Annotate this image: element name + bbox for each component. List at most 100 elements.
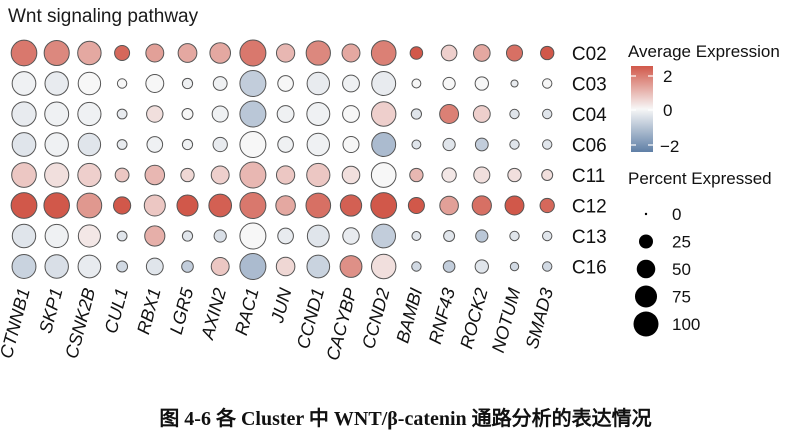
dot-rnf43-c16	[442, 260, 456, 273]
dot-bambi-c13	[411, 231, 422, 241]
dot-cul1-c02	[114, 45, 131, 61]
dot-smad3-c04	[542, 108, 553, 120]
size-legend-dot-0	[644, 212, 648, 216]
dot-rac1-c03	[239, 70, 267, 97]
gene-label-ccnd2: CCND2	[358, 286, 393, 351]
dot-ctnnb1-c12	[10, 192, 38, 219]
gene-label-rnf43: RNF43	[425, 286, 459, 346]
cluster-label-c03: C03	[572, 75, 607, 96]
dot-lgr5-c03	[181, 77, 194, 90]
dot-skp1-c13	[44, 223, 69, 249]
dot-bambi-c11	[409, 167, 424, 183]
dot-axin2-c13	[213, 229, 227, 243]
dot-rnf43-c11	[441, 167, 457, 183]
dot-cacybp-c03	[342, 74, 360, 93]
dot-ctnnb1-c03	[11, 71, 37, 96]
dot-csnk2b-c03	[77, 71, 102, 96]
dot-ccnd1-c02	[305, 40, 331, 66]
cluster-label-c06: C06	[572, 136, 607, 157]
size-legend-label-50: 50	[672, 260, 691, 279]
gene-label-csnk2b: CSNK2B	[61, 286, 99, 361]
dot-rock2-c16	[474, 259, 489, 274]
dot-ctnnb1-c02	[10, 39, 38, 67]
size-legend-title: Percent Expressed	[628, 169, 772, 188]
dot-csnk2b-c11	[77, 162, 102, 188]
dot-lgr5-c04	[181, 108, 194, 120]
dot-cul1-c16	[116, 260, 129, 273]
dot-csnk2b-c04	[77, 101, 102, 127]
dot-rbx1-c12	[143, 194, 166, 217]
gene-label-cul1: CUL1	[101, 286, 132, 336]
dot-cul1-c03	[116, 78, 128, 89]
dot-cul1-c12	[113, 196, 132, 215]
dot-lgr5-c02	[177, 43, 198, 63]
dot-ccnd2-c02	[370, 40, 397, 66]
dot-csnk2b-c12	[76, 192, 103, 219]
color-legend: Average Expression 2 0 −2	[628, 42, 780, 156]
dot-axin2-c03	[212, 76, 228, 91]
dot-lgr5-c13	[181, 230, 194, 242]
dot-ccnd1-c03	[306, 71, 331, 96]
dot-jun-c11	[275, 165, 296, 185]
dot-bambi-c03	[411, 78, 422, 89]
dot-rbx1-c13	[144, 225, 166, 247]
dot-rac1-c12	[239, 192, 267, 219]
dot-csnk2b-c13	[77, 224, 101, 248]
dot-lgr5-c16	[181, 260, 194, 273]
dot-smad3-c11	[541, 169, 554, 181]
gene-label-ctnnb1: CTNNB1	[0, 286, 34, 361]
dot-axin2-c02	[209, 42, 232, 64]
dot-rnf43-c02	[440, 44, 458, 62]
dot-rock2-c11	[473, 166, 491, 184]
dot-rnf43-c03	[442, 76, 456, 91]
size-legend-dot-100	[633, 311, 659, 337]
gene-label-bambi: BAMBI	[392, 286, 426, 345]
dot-csnk2b-c06	[77, 132, 102, 157]
dot-jun-c03	[277, 75, 294, 92]
dot-axin2-c11	[210, 165, 230, 185]
dot-bambi-c02	[409, 46, 424, 60]
dot-rbx1-c06	[146, 136, 164, 153]
dot-jun-c16	[275, 256, 296, 277]
dot-notum-c04	[509, 108, 520, 120]
dot-ccnd2-c13	[371, 223, 397, 249]
color-legend-title: Average Expression	[628, 42, 780, 61]
gene-label-lgr5: LGR5	[166, 285, 198, 337]
dot-smad3-c13	[542, 230, 553, 242]
dot-smad3-c02	[540, 45, 555, 61]
dot-rnf43-c04	[439, 104, 460, 124]
dot-skp1-c16	[44, 254, 69, 279]
dot-rock2-c13	[475, 229, 489, 243]
dot-jun-c04	[276, 105, 295, 123]
dot-rock2-c03	[474, 76, 489, 91]
dot-csnk2b-c02	[77, 40, 102, 66]
dot-notum-c16	[509, 261, 520, 272]
dot-rbx1-c02	[145, 43, 165, 63]
cluster-label-c02: C02	[572, 44, 607, 65]
dot-ccnd2-c16	[370, 253, 397, 280]
dot-rock2-c12	[471, 195, 492, 216]
dot-skp1-c11	[44, 162, 70, 188]
dot-smad3-c03	[542, 78, 553, 89]
gene-label-rac1: RAC1	[231, 286, 263, 338]
dot-ccnd1-c16	[306, 254, 331, 279]
dot-jun-c13	[277, 227, 294, 245]
gene-label-rbx1: RBX1	[133, 286, 164, 337]
dot-skp1-c04	[44, 101, 70, 127]
size-legend-label-75: 75	[672, 288, 691, 307]
dot-smad3-c06	[542, 139, 553, 150]
dot-axin2-c06	[212, 136, 228, 153]
dot-ccnd2-c04	[370, 101, 397, 127]
dot-ccnd1-c12	[305, 192, 332, 219]
dot-rock2-c06	[474, 137, 489, 152]
dot-cacybp-c04	[342, 105, 360, 123]
dot-lgr5-c06	[181, 138, 194, 151]
dot-rnf43-c13	[443, 230, 456, 242]
dot-ccnd2-c11	[370, 162, 397, 188]
dot-bambi-c04	[410, 108, 423, 120]
gene-label-ccnd1: CCND1	[293, 286, 328, 351]
dot-axin2-c12	[208, 193, 233, 218]
dot-plot: Wnt signaling pathway C02 C03 C04 C06 C11 C12…	[0, 6, 780, 363]
dot-smad3-c12	[539, 197, 555, 214]
